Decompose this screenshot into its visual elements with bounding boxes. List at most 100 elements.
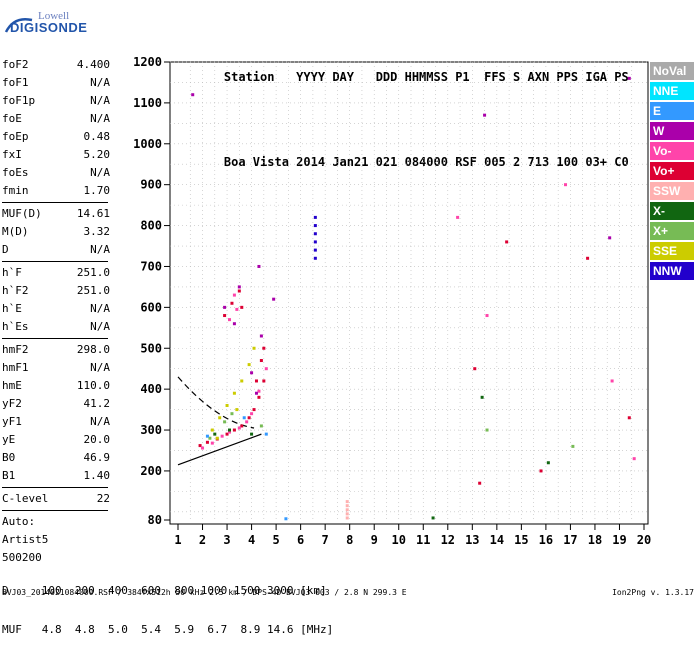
y-tick-label: 600 [140, 300, 162, 314]
header-label: DDD [375, 70, 398, 84]
echo-point [485, 314, 489, 318]
param-value: 5.20 [83, 148, 111, 161]
param-name: B0 [2, 451, 16, 464]
echo-point [264, 432, 268, 436]
echo-point [230, 301, 234, 305]
param-divider [2, 261, 108, 262]
echo-point [627, 76, 631, 80]
distance-value: 800 [174, 584, 195, 597]
echo-point [539, 469, 543, 473]
param-name: hmF1 [2, 361, 29, 374]
echo-point [250, 371, 254, 375]
x-tick-label: 20 [637, 533, 651, 547]
autoscaling-info: Auto: [2, 515, 36, 528]
param-value: 1.40 [83, 469, 111, 482]
param-row: h`Es N/A [2, 318, 110, 336]
legend-item-vominus: Vo- [650, 142, 694, 160]
param-divider [2, 487, 108, 488]
x-tick-label: 6 [297, 533, 304, 547]
param-value: 14.61 [76, 207, 110, 220]
muf-row: MUF 4.8 4.8 5.0 5.4 5.9 6.7 8.9 14.6 [MH… [2, 623, 333, 636]
echo-point [259, 334, 263, 338]
echo-point [284, 517, 288, 521]
param-name: foF1 [2, 76, 29, 89]
echo-point [250, 432, 254, 436]
header-label: P1 [455, 70, 470, 84]
legend-item-e: E [650, 102, 694, 120]
param-row: B1 1.40 [2, 467, 110, 485]
param-row: foF1 N/A [2, 74, 110, 92]
param-row: yF2 41.2 [2, 395, 110, 413]
echo-point [259, 359, 263, 363]
echo-point [228, 318, 232, 322]
param-row: h`E N/A [2, 300, 110, 318]
x-tick-label: 4 [248, 533, 255, 547]
param-value: 110.0 [76, 379, 110, 392]
autoscaling-info: Artist5 [2, 533, 49, 546]
param-value: 1.70 [83, 184, 111, 197]
echo-point [313, 232, 317, 236]
echo-point [250, 412, 254, 416]
echo-point [208, 436, 212, 440]
y-tick-label: 700 [140, 259, 162, 273]
ionogram-parameters-panel: foF2 4.400 foF1 N/A foF1p N/A foE N/A foEp 0.48 fx… [2, 56, 110, 567]
echo-point [259, 424, 263, 428]
param-value: N/A [90, 302, 110, 315]
echo-point [201, 446, 205, 450]
param-value: N/A [90, 76, 110, 89]
header-label: DAY [332, 70, 354, 84]
true-height-profile-line [177, 433, 262, 466]
y-tick-label: 1000 [133, 137, 162, 151]
echo-point [223, 420, 227, 424]
echo-point [220, 434, 224, 438]
x-tick-label: 17 [563, 533, 577, 547]
echo-point [257, 389, 261, 393]
x-tick-label: 14 [490, 533, 504, 547]
header-value: 2 [513, 155, 521, 169]
echo-point [232, 428, 236, 432]
ionogram-plot: 1 2 3 4 5 6 7 8 9 10 11 12 13 14 15 16 17 18 19 20802003004… [133, 55, 651, 547]
echo-point [254, 391, 258, 395]
muf-value: 5.4 [141, 623, 161, 636]
model-profile-dashed-line [177, 376, 255, 429]
echo-point [564, 183, 568, 187]
param-row: B0 46.9 [2, 449, 110, 467]
echo-point [485, 428, 489, 432]
echo-point [546, 461, 550, 465]
y-tick-label: 400 [140, 382, 162, 396]
x-tick-label: 10 [392, 533, 406, 547]
param-divider [2, 202, 108, 203]
echo-point [345, 508, 349, 512]
autoscaling-info: 500200 [2, 551, 42, 564]
distance-value: 200 [74, 584, 95, 597]
distance-value: 3000 [267, 584, 294, 597]
echo-point [225, 432, 229, 436]
param-value: N/A [90, 94, 110, 107]
param-name: foEs [2, 166, 29, 179]
param-name: C-level [2, 492, 49, 505]
distance-unit: [km] [300, 584, 327, 597]
x-tick-label: 3 [223, 533, 230, 547]
echo-point [228, 428, 232, 432]
echo-point [232, 391, 236, 395]
header-value: 084000 [404, 155, 448, 169]
header-value: 2014 [296, 155, 326, 169]
distance-value: 1500 [233, 584, 261, 597]
echo-point [345, 512, 349, 516]
muf-value: 14.6 [267, 623, 294, 636]
param-divider [2, 510, 108, 511]
distance-row: D 100 200 400 600 800 1000 1500 3000 [km… [2, 584, 333, 597]
digisonde-logo-swoosh-icon [4, 18, 33, 33]
logo-digisonde: DIGISONDE [10, 20, 88, 35]
echo-point [247, 363, 251, 367]
param-name: fmin [2, 184, 29, 197]
echo-point [345, 500, 349, 504]
param-name: foE [2, 112, 22, 125]
echo-point [345, 516, 349, 520]
echo-point [210, 441, 214, 445]
header-value: 713 [527, 155, 550, 169]
param-name: yE [2, 433, 16, 446]
param-row: yF1 N/A [2, 413, 110, 431]
header-value: 100 [556, 155, 579, 169]
echo-point [632, 457, 636, 461]
